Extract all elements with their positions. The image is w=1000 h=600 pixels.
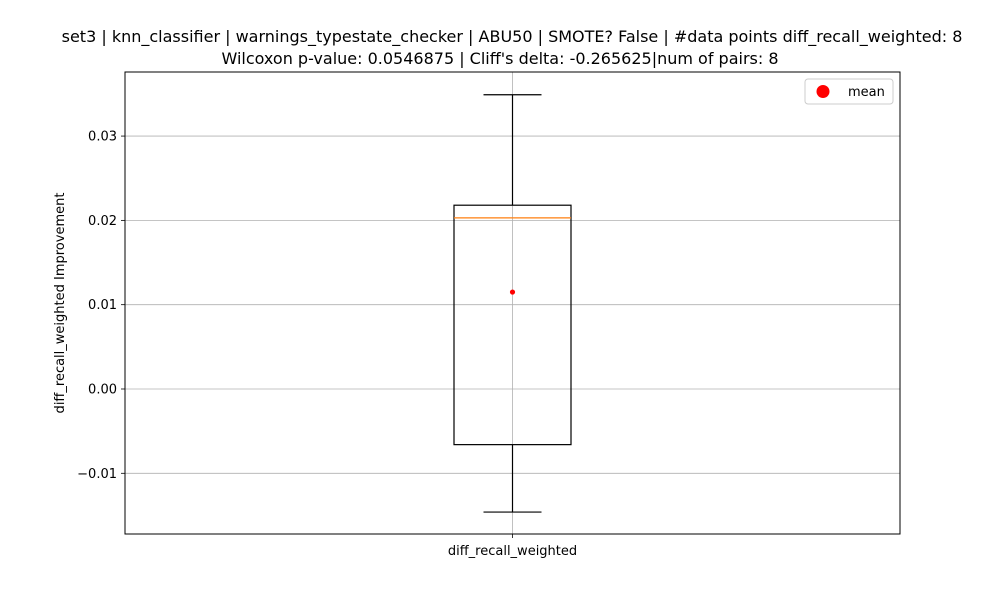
chart-title-line-1: set3 | knn_classifier | warnings_typesta… bbox=[61, 27, 963, 46]
x-tick-label: diff_recall_weighted bbox=[448, 544, 577, 559]
y-tick-label: −0.01 bbox=[77, 467, 117, 482]
legend-marker-mean bbox=[816, 85, 830, 98]
plot-frame bbox=[124, 71, 901, 535]
legend-box bbox=[804, 78, 894, 105]
legend-label-mean: mean bbox=[848, 85, 885, 100]
y-axis-label: diff_recall_weighted Improvement bbox=[53, 193, 68, 414]
mean-marker bbox=[509, 289, 516, 295]
y-tick-label: 0.01 bbox=[88, 298, 117, 313]
chart-title-line-2: Wilcoxon p-value: 0.0546875 | Cliff's de… bbox=[221, 49, 779, 68]
y-tick-label: 0.00 bbox=[88, 382, 117, 397]
iqr-box bbox=[453, 204, 572, 446]
y-tick-label: 0.02 bbox=[88, 214, 117, 229]
y-tick-label: 0.03 bbox=[88, 130, 117, 145]
